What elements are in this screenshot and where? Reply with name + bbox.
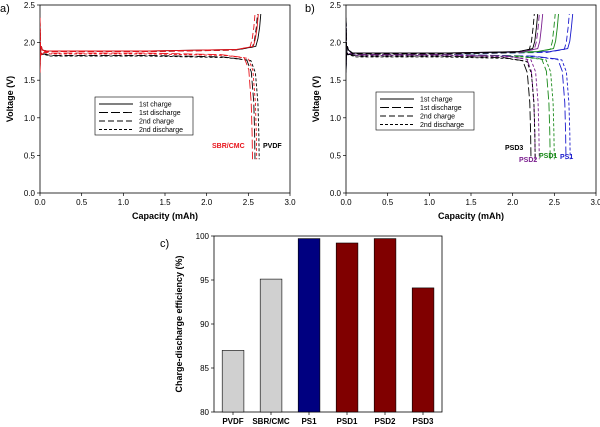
curves	[40, 13, 262, 160]
series-line-ps1	[346, 13, 574, 73]
y-tick-label: 0.0	[330, 189, 342, 198]
x-axis-label: Capacity (mAh)	[132, 211, 198, 221]
annotation-label: PSD3	[505, 145, 523, 152]
bar-ps1	[297, 238, 321, 413]
annotation-label: PVDF	[263, 143, 282, 150]
series-line-psd2	[346, 13, 540, 69]
panel-label: b)	[305, 3, 315, 15]
x-tick-label: PSD2	[375, 417, 396, 426]
series-line-sbr-cmc	[40, 13, 259, 73]
x-tick-label: PS1	[301, 417, 317, 426]
x-tick-label: SBR/CMC	[252, 417, 290, 426]
series-line-sbr-cmc	[40, 17, 253, 160]
series-line-sbr-cmc	[40, 17, 258, 160]
y-tick-label: 0.5	[330, 151, 342, 160]
x-tick-label: 1.5	[465, 198, 477, 207]
y-tick-label: 2.5	[330, 1, 342, 10]
annotation-label: PS1	[560, 154, 573, 161]
legend-entry: 1st discharge	[139, 110, 181, 117]
x-tick-label: 2.5	[549, 198, 561, 207]
bar-psd3	[411, 287, 435, 413]
panel-label: c)	[160, 238, 169, 250]
legend-entry: 2nd discharge	[139, 127, 183, 134]
legend-entry: 1st charge	[139, 102, 172, 109]
x-tick-label: PSD1	[337, 417, 358, 426]
legend-entry: 1st discharge	[420, 105, 462, 112]
series-line-psd3	[346, 13, 539, 73]
series-line-pvdf	[40, 17, 260, 160]
bar-sbr-cmc	[259, 278, 283, 413]
series-line-psd1	[346, 13, 556, 69]
annotation-label: PSD1	[539, 153, 557, 160]
y-tick-label: 2.0	[24, 39, 36, 48]
series-line-psd1	[346, 17, 551, 160]
legend-box	[94, 96, 194, 136]
annotation-label: SBR/CMC	[212, 143, 245, 150]
x-tick-label: PSD3	[413, 417, 434, 426]
series-line-pvdf	[40, 17, 256, 160]
chart-panel-a: 0.0 0.5 1.0 1.5 2.0 2.5 3.0 0.0 0.5 1.0 1.5 2.0 2.5 C…	[0, 1, 296, 221]
series-line-psd2	[346, 17, 536, 160]
x-tick-label: 2.5	[243, 198, 255, 207]
y-tick-label: 1.5	[24, 76, 36, 85]
curves	[346, 13, 574, 160]
y-axis-label: Voltage (V)	[311, 76, 321, 122]
y-tick-label: 100	[196, 232, 210, 241]
x-tick-label: 3.0	[284, 198, 296, 207]
x-tick-label: 0.0	[340, 198, 352, 207]
series-line-psd3	[346, 17, 536, 160]
legend-entry: 2nd discharge	[420, 122, 464, 129]
y-tick-label: 95	[200, 276, 209, 285]
legend-box	[375, 91, 475, 131]
chart-panel-c: 80 85 90 95 100 Charge-discharge efficiency (…	[160, 232, 443, 426]
series-line-psd3	[346, 13, 535, 69]
series-line-psd2	[346, 13, 544, 73]
series-line-pvdf	[40, 13, 258, 69]
y-axis-label: Charge-discharge efficiency (%)	[174, 255, 184, 392]
y-tick-label: 85	[200, 364, 209, 373]
x-tick-label: 0.0	[34, 198, 46, 207]
chart-panel-b: 0.0 0.5 1.0 1.5 2.0 2.5 3.0 0.0 0.5 1.0 1.5 2.0 2.5 C…	[305, 1, 600, 221]
x-axis-label: Capacity (mAh)	[438, 211, 504, 221]
y-axis-label: Voltage (V)	[5, 76, 15, 122]
y-tick-label: 0.0	[24, 189, 36, 198]
bar-psd2	[373, 238, 397, 413]
y-tick-label: 1.0	[24, 114, 36, 123]
legend-entry: 1st charge	[420, 97, 453, 104]
y-tick-label: 1.5	[330, 76, 342, 85]
series-line-psd2	[346, 17, 540, 160]
series-line-psd1	[346, 13, 559, 73]
y-tick-label: 2.5	[24, 1, 36, 10]
x-tick-label: 0.5	[76, 198, 88, 207]
x-tick-label: 2.0	[507, 198, 519, 207]
x-tick-label: 3.0	[590, 198, 600, 207]
y-tick-label: 0.5	[24, 151, 36, 160]
y-tick-label: 1.0	[330, 114, 342, 123]
plot-frame	[213, 235, 443, 413]
bar-psd1	[335, 242, 359, 413]
x-tick-label: 1.0	[118, 198, 130, 207]
series-line-psd1	[346, 17, 555, 160]
bar-pvdf	[221, 350, 245, 413]
series-line-sbr-cmc	[40, 13, 256, 69]
x-tick-label: 2.0	[201, 198, 213, 207]
x-tick-label: 0.5	[382, 198, 394, 207]
y-tick-label: 90	[200, 320, 209, 329]
series-line-psd3	[346, 17, 532, 160]
legend-entry: 2nd charge	[420, 114, 455, 121]
y-tick-label: 80	[200, 408, 209, 417]
legend-entry: 2nd charge	[139, 119, 174, 126]
series-line-pvdf	[40, 13, 262, 73]
x-tick-label: 1.0	[424, 198, 436, 207]
annotation-label: PSD2	[519, 157, 537, 164]
series-line-ps1	[346, 13, 570, 69]
panel-label: a)	[0, 3, 10, 15]
x-tick-label: 1.5	[159, 198, 171, 207]
y-tick-label: 2.0	[330, 39, 342, 48]
x-tick-label: PVDF	[222, 417, 243, 426]
